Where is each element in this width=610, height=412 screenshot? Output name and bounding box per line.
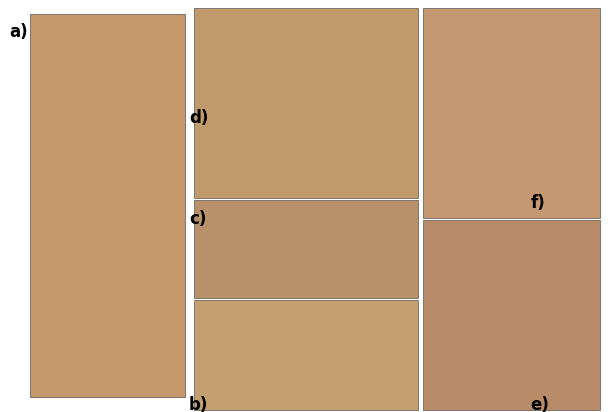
Text: f): f) bbox=[531, 194, 545, 212]
Bar bbox=[194, 8, 418, 198]
Bar bbox=[194, 300, 418, 410]
Text: c): c) bbox=[189, 210, 206, 228]
Text: e): e) bbox=[531, 396, 550, 412]
Text: b): b) bbox=[189, 396, 209, 412]
Bar bbox=[30, 14, 185, 397]
Text: a): a) bbox=[9, 23, 28, 41]
Text: d): d) bbox=[189, 109, 209, 127]
Bar bbox=[194, 200, 418, 298]
Bar bbox=[423, 8, 600, 218]
Bar bbox=[423, 220, 600, 410]
